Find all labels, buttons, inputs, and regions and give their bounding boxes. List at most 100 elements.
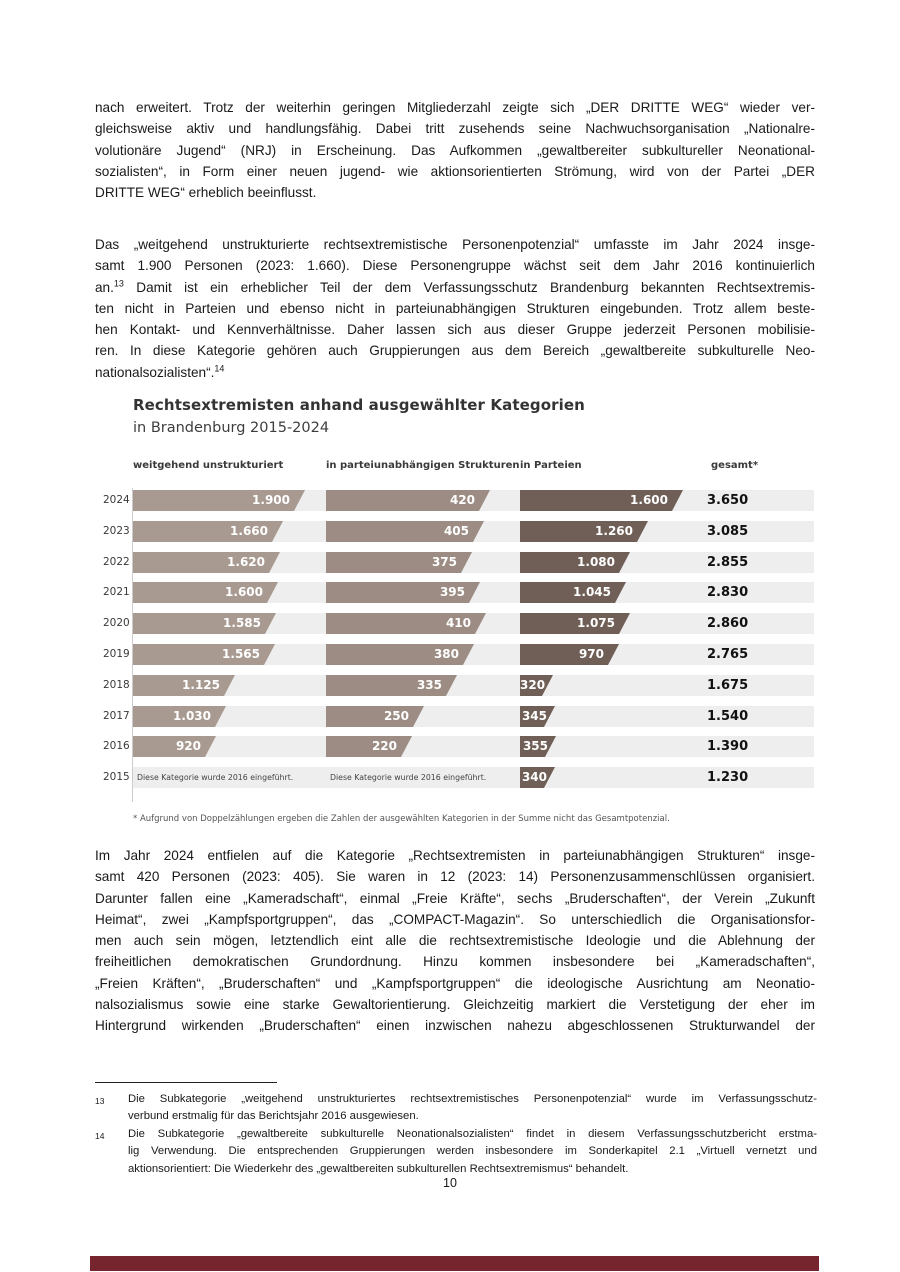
chart-row: 2018 1.125 335 320 1.675 (95, 675, 815, 696)
footnote-number: 14 (95, 1130, 105, 1141)
bar-unstrukturiert: 1.660 (133, 521, 283, 542)
text-line: Die Subkategorie „weitgehend unstrukturi… (128, 1093, 817, 1105)
footnote: 14 Die Subkategorie „gewaltbereite subkul… (95, 1126, 817, 1178)
bar-parteien: 355 (520, 736, 556, 757)
chart-row: 2015 Diese Kategorie wurde 2016 eingeführ… (95, 767, 815, 788)
text-line: Das „weitgehend unstrukturierte rechtsex… (95, 237, 815, 252)
bar-strukturen: 335 (326, 675, 457, 696)
bar-strukturen: 380 (326, 644, 474, 665)
year-label: 2015 (103, 771, 130, 783)
bar-parteien: 1.075 (520, 613, 630, 634)
footer-bar (90, 1256, 819, 1271)
chart-axis-line (132, 488, 133, 802)
footnote: 13 Die Subkategorie „weitgehend unstruktu… (95, 1091, 817, 1126)
text-line: verbund erstmalig für das Berichtsjahr 2… (128, 1110, 419, 1123)
bar-strukturen: 410 (326, 613, 486, 634)
bar-unstrukturiert: 920 (133, 736, 216, 757)
chart-row: 2019 1.565 380 970 2.765 (95, 644, 815, 665)
footnote-ref: 13 (113, 278, 124, 289)
year-label: 2017 (103, 710, 130, 722)
bar-parteien: 345 (520, 706, 555, 727)
bar-unstrukturiert: 1.600 (133, 582, 278, 603)
gesamt-value: 1.675 (707, 678, 749, 693)
bar-unstrukturiert: 1.030 (133, 706, 226, 727)
chart-row: 2024 1.900 420 1.600 3.650 (95, 490, 815, 511)
row-background (133, 767, 814, 788)
text-line: Die Subkategorie „gewaltbereite subkultu… (128, 1127, 817, 1140)
column-header-strukturen: in parteiunabhängigen Strukturen (326, 460, 520, 471)
text-line: ten nicht in Parteien und ebenso nicht i… (95, 300, 815, 316)
text-line: Im Jahr 2024 entfielen auf die Kategorie… (95, 848, 815, 863)
text-line: samt 420 Personen (2023: 405). Sie waren… (95, 869, 815, 885)
row-background (133, 644, 814, 665)
bar-parteien: 1.045 (520, 582, 626, 603)
row-background (133, 706, 814, 727)
row-background (133, 675, 814, 696)
paragraph-intro: nach erweitert. Trotz der weiterhin geri… (95, 97, 815, 203)
bar-strukturen: 420 (326, 490, 490, 511)
column-header-gesamt: gesamt* (711, 460, 759, 471)
text-line: an.13 Damit ist ein erheblicher Teil der… (95, 278, 815, 295)
text-line: aktionsorientiert: Die Wiederkehr des „g… (128, 1162, 629, 1175)
chart-row: 2016 920 220 355 1.390 (95, 736, 815, 757)
bar-parteien: 1.080 (520, 552, 630, 573)
bar-strukturen: 405 (326, 521, 484, 542)
bar-strukturen: 250 (326, 706, 424, 727)
text-line: nalsozialismus sowie eine starke Gewalto… (95, 997, 815, 1013)
chart-title: Rechtsextremisten anhand ausgewählter Ka… (133, 396, 585, 414)
text-line: Hintergrund wirkenden „Bruderschaften“ e… (95, 1018, 815, 1034)
row-background (133, 736, 814, 757)
gesamt-value: 2.855 (707, 555, 749, 570)
year-label: 2022 (103, 556, 130, 568)
column-header-parteien: in Parteien (520, 460, 582, 471)
category-introduced-note: Diese Kategorie wurde 2016 eingeführt. (330, 773, 487, 782)
gesamt-value: 2.860 (707, 616, 749, 631)
chart-footnote: * Aufgrund von Doppelzählungen ergeben d… (133, 814, 670, 824)
bar-unstrukturiert: 1.620 (133, 552, 280, 573)
gesamt-value: 3.085 (707, 524, 749, 539)
text-line: freiheitlichen demokratischen Grundordnu… (95, 954, 815, 970)
bar-unstrukturiert: 1.585 (133, 613, 276, 634)
year-label: 2020 (103, 617, 130, 629)
chart-row: 2021 1.600 395 1.045 2.830 (95, 582, 815, 603)
page-number: 10 (443, 1176, 457, 1190)
text-line: samt 1.900 Personen (2023: 1.660). Diese… (95, 258, 815, 274)
text-line: volutionäre Jugend“ (NRJ) in Erscheinung… (95, 142, 815, 158)
year-label: 2021 (103, 586, 130, 598)
footnote-number: 13 (95, 1096, 105, 1106)
year-label: 2018 (103, 679, 130, 691)
row-background (133, 552, 814, 573)
column-header-unstrukturiert: weitgehend unstrukturiert (133, 460, 284, 471)
chart-row: 2017 1.030 250 345 1.540 (95, 706, 815, 727)
chart-row: 2022 1.620 375 1.080 2.855 (95, 552, 815, 573)
year-label: 2016 (103, 740, 130, 752)
footnote-ref: 14 (214, 363, 225, 374)
gesamt-value: 1.230 (707, 770, 749, 785)
bar-parteien: 1.600 (520, 490, 683, 511)
bar-strukturen: 375 (326, 552, 472, 573)
bar-strukturen: 220 (326, 736, 412, 757)
year-label: 2023 (103, 525, 130, 537)
text-line: ren. In diese Kategorie gehören auch Gru… (95, 343, 815, 359)
footnote-text: Die Subkategorie „gewaltbereite subkultu… (128, 1126, 817, 1178)
footnote-text: Die Subkategorie „weitgehend unstrukturi… (128, 1091, 817, 1126)
year-label: 2024 (103, 494, 130, 506)
chart-subtitle: in Brandenburg 2015-2024 (133, 420, 330, 436)
bar-unstrukturiert: 1.565 (133, 644, 275, 665)
bar-strukturen: 395 (326, 582, 480, 603)
bar-parteien: 320 (520, 675, 553, 696)
bar-unstrukturiert: 1.900 (133, 490, 305, 511)
gesamt-value: 2.765 (707, 647, 749, 662)
chart-rechtsextremisten: Rechtsextremisten anhand ausgewählter Ka… (95, 396, 815, 836)
category-introduced-note: Diese Kategorie wurde 2016 eingeführt. (137, 773, 294, 782)
text-line: „Freien Kräften“, „Bruderschaften“ und „… (95, 975, 815, 991)
footnotes: 13 Die Subkategorie „weitgehend unstruktu… (95, 1091, 817, 1178)
text-line: lig Verwendung. Die entsprechenden Grupp… (128, 1145, 817, 1158)
footnote-separator (95, 1082, 277, 1083)
gesamt-value: 3.650 (707, 493, 749, 508)
text-line: Heimat“, zwei „Kampfsportgruppen“, das „… (95, 911, 815, 927)
text-line: men auch sein mögen, letztendlich eint a… (95, 933, 815, 949)
text-line: DRITTE WEG“ erheblich beeinflusst. (95, 185, 317, 201)
text-line: nach erweitert. Trotz der weiterhin geri… (95, 100, 815, 115)
